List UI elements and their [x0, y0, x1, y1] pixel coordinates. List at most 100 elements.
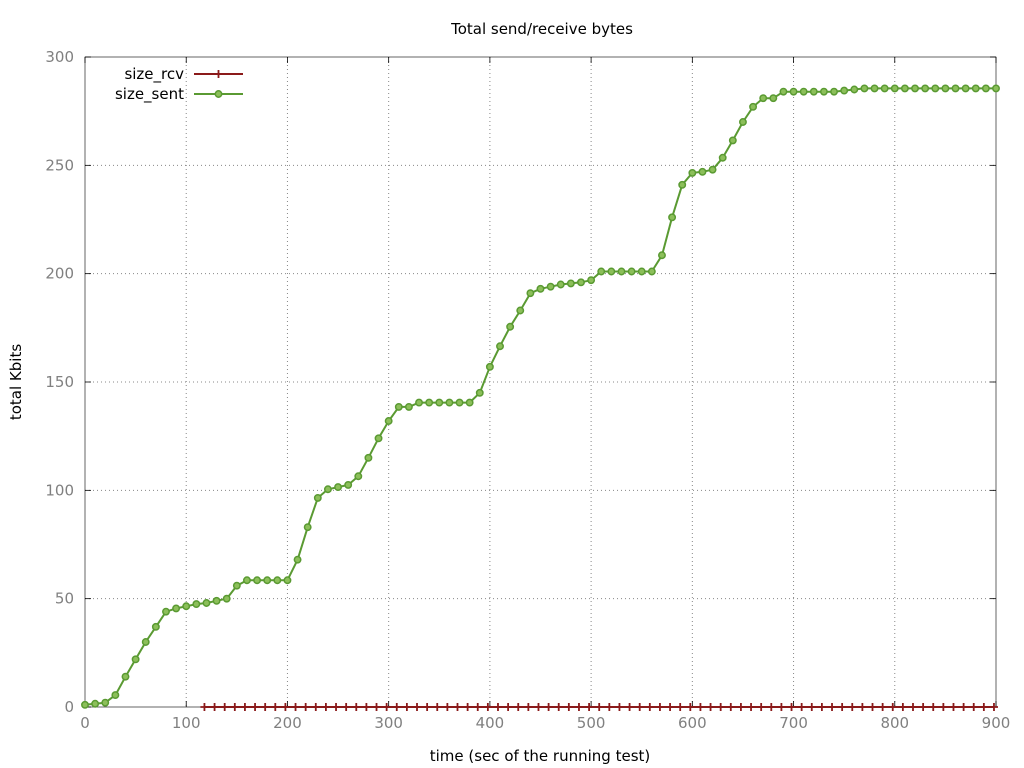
data-point [384, 417, 393, 425]
series-size_rcv [200, 703, 998, 711]
data-point [172, 604, 181, 613]
data-point [131, 655, 140, 664]
data-point [566, 279, 575, 288]
data-point [344, 480, 353, 489]
data-point [425, 398, 434, 407]
data-point [81, 700, 89, 709]
data-point [554, 703, 563, 711]
x-tick-label: 600 [678, 714, 707, 732]
data-point [769, 94, 778, 103]
data-point [696, 703, 705, 711]
data-point [989, 703, 998, 711]
data-point [273, 576, 282, 585]
data-point [625, 703, 634, 711]
data-point [271, 703, 280, 711]
data-point [595, 703, 604, 711]
data-point [301, 703, 310, 711]
data-point [220, 703, 229, 711]
y-tick-label: 300 [45, 48, 74, 66]
data-point [840, 86, 849, 95]
legend-marker-size_sent [214, 90, 223, 98]
data-point [607, 267, 616, 276]
y-tick-label: 0 [64, 698, 74, 716]
grid-lines [85, 57, 996, 707]
data-point [544, 703, 553, 711]
data-point [463, 703, 472, 711]
data-point [311, 703, 320, 711]
data-point [182, 602, 191, 611]
data-point [291, 703, 300, 711]
data-point [959, 703, 968, 711]
data-point [635, 703, 644, 711]
chart-title: Total send/receive bytes [450, 20, 633, 38]
data-point [777, 703, 786, 711]
y-tick-label: 50 [55, 590, 74, 608]
data-point [655, 703, 664, 711]
data-point [251, 703, 260, 711]
data-point [240, 703, 249, 711]
data-point [627, 267, 636, 276]
data-point [101, 698, 110, 707]
data-point [688, 168, 697, 177]
data-point [941, 84, 950, 93]
data-point [352, 703, 361, 711]
data-point [979, 703, 988, 711]
data-point [374, 434, 383, 443]
data-point [435, 398, 444, 407]
data-point [321, 703, 330, 711]
series-line-size_sent [84, 87, 996, 706]
data-point [686, 703, 695, 711]
data-point [443, 703, 452, 711]
data-point [858, 703, 867, 711]
data-point [404, 402, 413, 411]
data-point [162, 607, 170, 616]
data-point [445, 398, 454, 407]
x-tick-label: 900 [982, 714, 1011, 732]
data-point [830, 87, 838, 96]
data-point [524, 703, 533, 711]
data-point [536, 284, 545, 293]
x-tick-label: 100 [172, 714, 201, 732]
x-tick-label: 800 [880, 714, 909, 732]
data-point [453, 703, 462, 711]
data-point [807, 703, 816, 711]
data-point [506, 322, 515, 331]
data-point [799, 87, 808, 96]
data-point [141, 638, 150, 646]
data-point [364, 453, 373, 462]
series-layer [81, 84, 1000, 711]
data-point [708, 165, 717, 174]
legend-label-size_rcv: size_rcv [124, 65, 184, 84]
data-point [666, 703, 675, 711]
data-point [354, 472, 363, 481]
data-point [232, 581, 241, 590]
data-point [253, 576, 262, 585]
data-point [303, 523, 312, 532]
data-point [726, 703, 735, 711]
data-point [514, 703, 523, 711]
data-point [362, 703, 371, 711]
data-point [483, 703, 492, 711]
data-point [848, 703, 857, 711]
data-point [718, 153, 727, 162]
data-point [534, 703, 543, 711]
data-point [475, 388, 484, 397]
data-point [394, 402, 403, 411]
data-point [880, 84, 889, 93]
data-point [951, 84, 960, 93]
data-point [868, 703, 877, 711]
data-point [263, 576, 272, 585]
data-point [789, 87, 798, 96]
data-point [716, 703, 725, 711]
data-point [779, 87, 788, 96]
data-point [504, 703, 513, 711]
data-point [676, 703, 685, 711]
data-point [981, 84, 990, 93]
data-point [605, 703, 614, 711]
legend-label-size_sent: size_sent [115, 85, 184, 104]
tick-labels: 0 50 100 150 200 250 300 0 100 200 300 400 500 600 700… [45, 48, 1010, 732]
data-point [749, 102, 758, 111]
data-point [222, 594, 231, 603]
data-point [261, 703, 270, 711]
data-point [929, 703, 938, 711]
